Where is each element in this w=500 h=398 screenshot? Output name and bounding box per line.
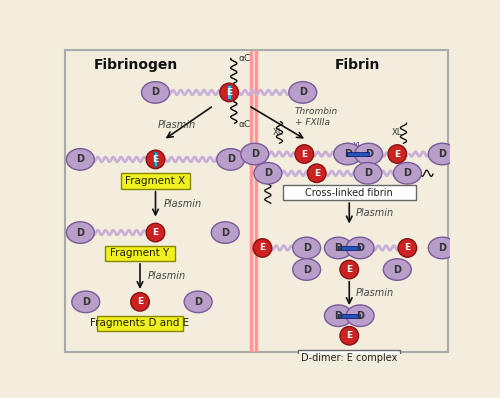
FancyBboxPatch shape <box>105 246 175 261</box>
Ellipse shape <box>346 305 374 326</box>
Text: D: D <box>334 243 342 253</box>
Circle shape <box>340 326 358 345</box>
Text: Thrombin
+ FXIIIa: Thrombin + FXIIIa <box>295 107 338 127</box>
Ellipse shape <box>289 82 316 103</box>
Text: D: D <box>299 88 307 98</box>
Bar <box>154 152 158 166</box>
Ellipse shape <box>254 162 282 184</box>
Ellipse shape <box>428 143 456 165</box>
Text: D: D <box>438 149 446 159</box>
Bar <box>338 314 360 318</box>
Text: D: D <box>404 168 411 178</box>
Circle shape <box>340 260 358 279</box>
Text: D: D <box>356 311 364 321</box>
Ellipse shape <box>212 222 239 243</box>
Text: D: D <box>334 311 342 321</box>
Text: D: D <box>302 265 310 275</box>
Ellipse shape <box>354 162 382 184</box>
Text: XL: XL <box>353 142 362 151</box>
Text: D: D <box>394 265 402 275</box>
Text: E: E <box>346 331 352 340</box>
Text: D: D <box>76 154 84 164</box>
FancyBboxPatch shape <box>298 350 400 366</box>
Ellipse shape <box>241 143 268 165</box>
Ellipse shape <box>292 237 320 259</box>
Ellipse shape <box>66 148 94 170</box>
Text: D: D <box>364 168 372 178</box>
Circle shape <box>146 223 165 242</box>
Text: E: E <box>260 244 266 252</box>
Text: D-dimer: E complex: D-dimer: E complex <box>301 353 398 363</box>
Text: E: E <box>346 265 352 274</box>
Text: αC: αC <box>238 120 250 129</box>
Text: Fragment Y: Fragment Y <box>110 248 170 258</box>
Text: Plasmin: Plasmin <box>356 289 394 298</box>
Text: Fragment X: Fragment X <box>126 176 186 186</box>
Bar <box>338 246 360 250</box>
Ellipse shape <box>66 222 94 243</box>
Ellipse shape <box>334 143 361 165</box>
Ellipse shape <box>354 143 382 165</box>
Ellipse shape <box>428 237 456 259</box>
FancyBboxPatch shape <box>282 185 416 200</box>
Circle shape <box>398 239 416 257</box>
Text: D: D <box>152 88 160 98</box>
Text: Fibrin: Fibrin <box>334 58 380 72</box>
Text: D: D <box>302 243 310 253</box>
Circle shape <box>308 164 326 183</box>
Text: E: E <box>314 169 320 178</box>
Text: XL: XL <box>392 128 402 137</box>
Ellipse shape <box>394 162 421 184</box>
Text: E: E <box>152 155 158 164</box>
Circle shape <box>130 293 150 311</box>
Circle shape <box>146 150 165 169</box>
FancyBboxPatch shape <box>98 316 182 331</box>
Text: Plasmin: Plasmin <box>356 208 394 219</box>
Ellipse shape <box>184 291 212 313</box>
Text: XL: XL <box>273 128 283 137</box>
Text: E: E <box>137 297 143 306</box>
Text: Cross-linked fibrin: Cross-linked fibrin <box>306 187 393 197</box>
Ellipse shape <box>142 82 170 103</box>
Text: Plasmin: Plasmin <box>148 271 186 281</box>
Ellipse shape <box>72 291 100 313</box>
Ellipse shape <box>324 237 352 259</box>
Ellipse shape <box>292 259 320 280</box>
Circle shape <box>220 83 238 101</box>
Circle shape <box>388 145 406 163</box>
Text: D: D <box>226 154 234 164</box>
Text: D: D <box>364 149 372 159</box>
Text: D: D <box>221 228 229 238</box>
Text: E: E <box>404 244 410 252</box>
Ellipse shape <box>346 237 374 259</box>
Text: E: E <box>394 150 400 158</box>
FancyBboxPatch shape <box>120 173 190 189</box>
Bar <box>227 86 231 100</box>
Text: αC: αC <box>238 54 250 63</box>
Text: D: D <box>356 243 364 253</box>
Text: D: D <box>344 149 351 159</box>
Text: D: D <box>264 168 272 178</box>
Text: D: D <box>194 297 202 307</box>
Text: Fibrinogen: Fibrinogen <box>94 58 178 72</box>
Text: Plasmin: Plasmin <box>163 199 202 209</box>
Text: Plasmin: Plasmin <box>158 120 196 130</box>
Text: E: E <box>301 150 308 158</box>
Text: D: D <box>438 243 446 253</box>
Ellipse shape <box>384 259 411 280</box>
Text: D: D <box>76 228 84 238</box>
Text: D: D <box>250 149 258 159</box>
Text: E: E <box>226 88 232 97</box>
Circle shape <box>253 239 272 257</box>
Text: E: E <box>152 228 158 237</box>
Text: D: D <box>82 297 90 307</box>
Text: Fragments D and E: Fragments D and E <box>90 318 190 328</box>
Ellipse shape <box>216 148 244 170</box>
Bar <box>347 152 368 156</box>
Circle shape <box>295 145 314 163</box>
Ellipse shape <box>324 305 352 326</box>
